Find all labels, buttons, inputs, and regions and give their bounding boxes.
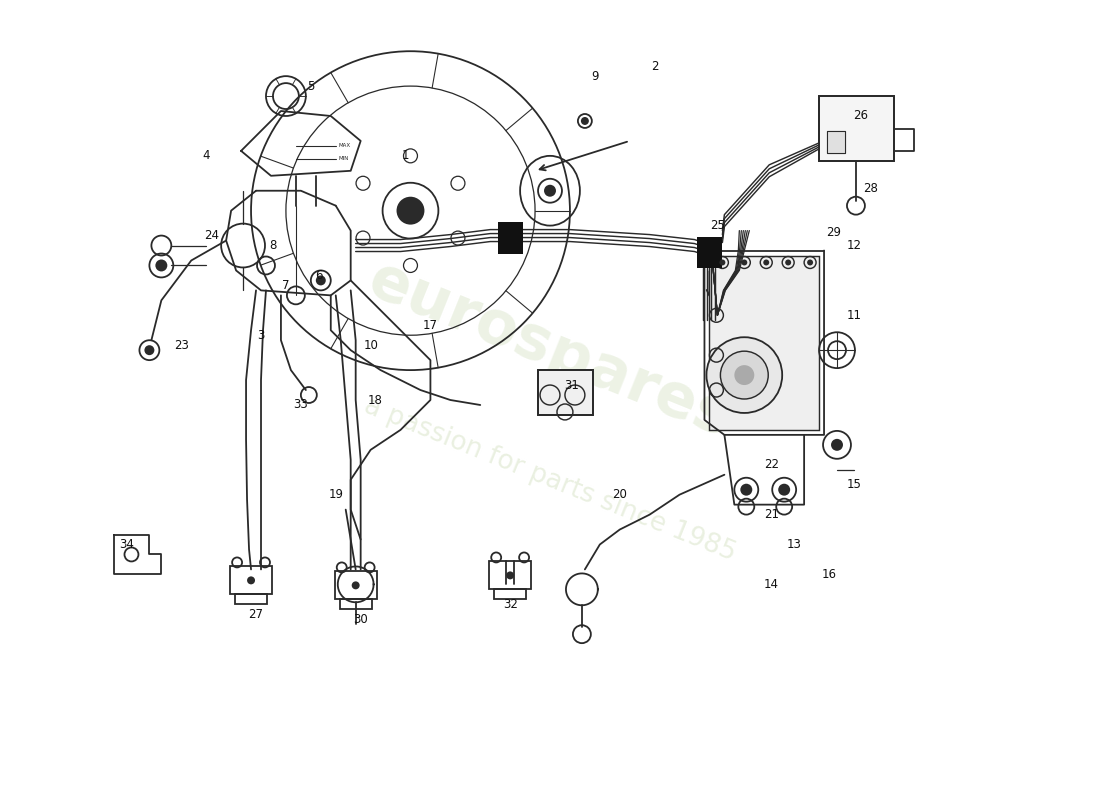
Bar xyxy=(538,370,593,415)
Circle shape xyxy=(155,259,167,271)
Bar xyxy=(697,237,723,269)
Text: 11: 11 xyxy=(846,309,861,322)
Text: 25: 25 xyxy=(710,219,725,232)
Text: 26: 26 xyxy=(854,110,868,122)
Text: 13: 13 xyxy=(786,538,802,551)
Text: 6: 6 xyxy=(315,269,322,282)
Bar xyxy=(827,131,845,153)
Text: 27: 27 xyxy=(249,608,264,621)
Bar xyxy=(235,594,267,604)
Text: 32: 32 xyxy=(503,598,518,610)
Text: 15: 15 xyxy=(847,478,861,491)
Circle shape xyxy=(719,259,725,266)
Bar xyxy=(230,566,272,594)
Circle shape xyxy=(830,439,843,451)
Text: 18: 18 xyxy=(368,394,383,406)
Circle shape xyxy=(316,275,326,286)
Circle shape xyxy=(778,484,790,496)
Circle shape xyxy=(706,338,782,413)
Circle shape xyxy=(720,351,768,399)
Circle shape xyxy=(352,582,360,590)
Circle shape xyxy=(741,259,747,266)
Bar xyxy=(494,590,526,599)
Circle shape xyxy=(735,365,755,385)
Text: 30: 30 xyxy=(353,613,369,626)
Text: 12: 12 xyxy=(846,239,861,252)
Circle shape xyxy=(785,259,791,266)
Bar xyxy=(820,96,894,161)
Bar xyxy=(490,562,531,590)
Circle shape xyxy=(581,117,589,125)
Text: 10: 10 xyxy=(363,338,378,352)
Text: 19: 19 xyxy=(328,488,343,501)
Text: 22: 22 xyxy=(763,458,779,471)
Text: 5: 5 xyxy=(307,79,315,93)
Bar xyxy=(710,255,820,430)
Circle shape xyxy=(144,345,154,355)
Text: 23: 23 xyxy=(174,338,189,352)
Text: a passion for parts since 1985: a passion for parts since 1985 xyxy=(360,393,740,566)
Text: 8: 8 xyxy=(270,239,277,252)
Text: 17: 17 xyxy=(422,318,438,332)
Bar xyxy=(820,96,894,161)
Text: 1: 1 xyxy=(402,150,409,162)
Circle shape xyxy=(763,259,769,266)
Text: 2: 2 xyxy=(651,60,659,73)
Text: 33: 33 xyxy=(294,398,308,411)
Text: 34: 34 xyxy=(119,538,134,551)
Text: 4: 4 xyxy=(202,150,210,162)
Text: 9: 9 xyxy=(591,70,598,82)
Bar xyxy=(827,131,845,153)
Text: 21: 21 xyxy=(763,508,779,521)
Text: eurospares: eurospares xyxy=(360,250,740,450)
Text: 24: 24 xyxy=(204,229,219,242)
Bar xyxy=(498,222,524,254)
Text: MIN: MIN xyxy=(339,156,349,162)
Text: 28: 28 xyxy=(864,182,878,195)
Bar xyxy=(334,571,376,599)
Text: 31: 31 xyxy=(564,378,580,391)
Text: MAX: MAX xyxy=(339,143,351,148)
Circle shape xyxy=(396,197,425,225)
Text: 7: 7 xyxy=(283,279,289,292)
Text: 16: 16 xyxy=(822,568,836,581)
Text: 20: 20 xyxy=(613,488,627,501)
Circle shape xyxy=(544,185,556,197)
Text: 3: 3 xyxy=(257,329,265,342)
Circle shape xyxy=(248,576,255,584)
Bar xyxy=(340,599,372,610)
Text: 14: 14 xyxy=(763,578,779,591)
Bar xyxy=(538,370,593,415)
Circle shape xyxy=(506,571,514,579)
Text: 29: 29 xyxy=(826,226,842,239)
Circle shape xyxy=(807,259,813,266)
Circle shape xyxy=(740,484,752,496)
